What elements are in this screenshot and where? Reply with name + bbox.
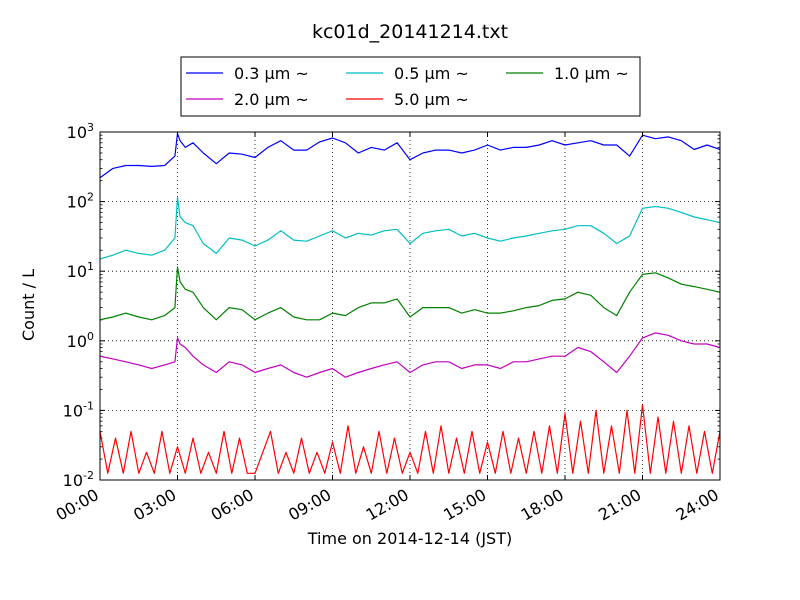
legend-label: 1.0 μm ~ (554, 64, 629, 83)
y-tick-label: 101 (67, 260, 94, 281)
series-line-4 (100, 332, 720, 378)
y-tick-label: 10-2 (63, 469, 94, 490)
plot-area: 00:00 03:00 06:00 09:00 12:00 15:00 18:00 21:00… (53, 121, 722, 525)
legend-label: 0.3 μm ~ (234, 64, 309, 83)
legend-box (180, 56, 641, 117)
chart-title: kc01d_20141214.txt (312, 21, 508, 43)
series-line-5 (100, 404, 720, 474)
series-line-3 (100, 266, 720, 321)
legend-label: 2.0 μm ~ (234, 90, 309, 109)
series-line-2 (100, 196, 720, 260)
y-tick-label: 103 (67, 121, 94, 142)
series-group (100, 133, 720, 474)
y-tick-label: 10-1 (63, 399, 94, 420)
x-axis-label: Time on 2014-12-14 (JST) (307, 529, 512, 548)
legend: 0.3 μm ~ 0.5 μm ~ 1.0 μm ~ 2.0 μm ~ 5.0 μm ~ (180, 56, 641, 117)
y-tick-label: 100 (67, 330, 94, 351)
legend-label: 0.5 μm ~ (394, 64, 469, 83)
plot-background (100, 132, 720, 480)
y-tick-label: 102 (67, 191, 94, 212)
y-axis-label: Count / L (19, 269, 38, 341)
legend-label: 5.0 μm ~ (394, 90, 469, 109)
series-line-1 (100, 133, 720, 179)
